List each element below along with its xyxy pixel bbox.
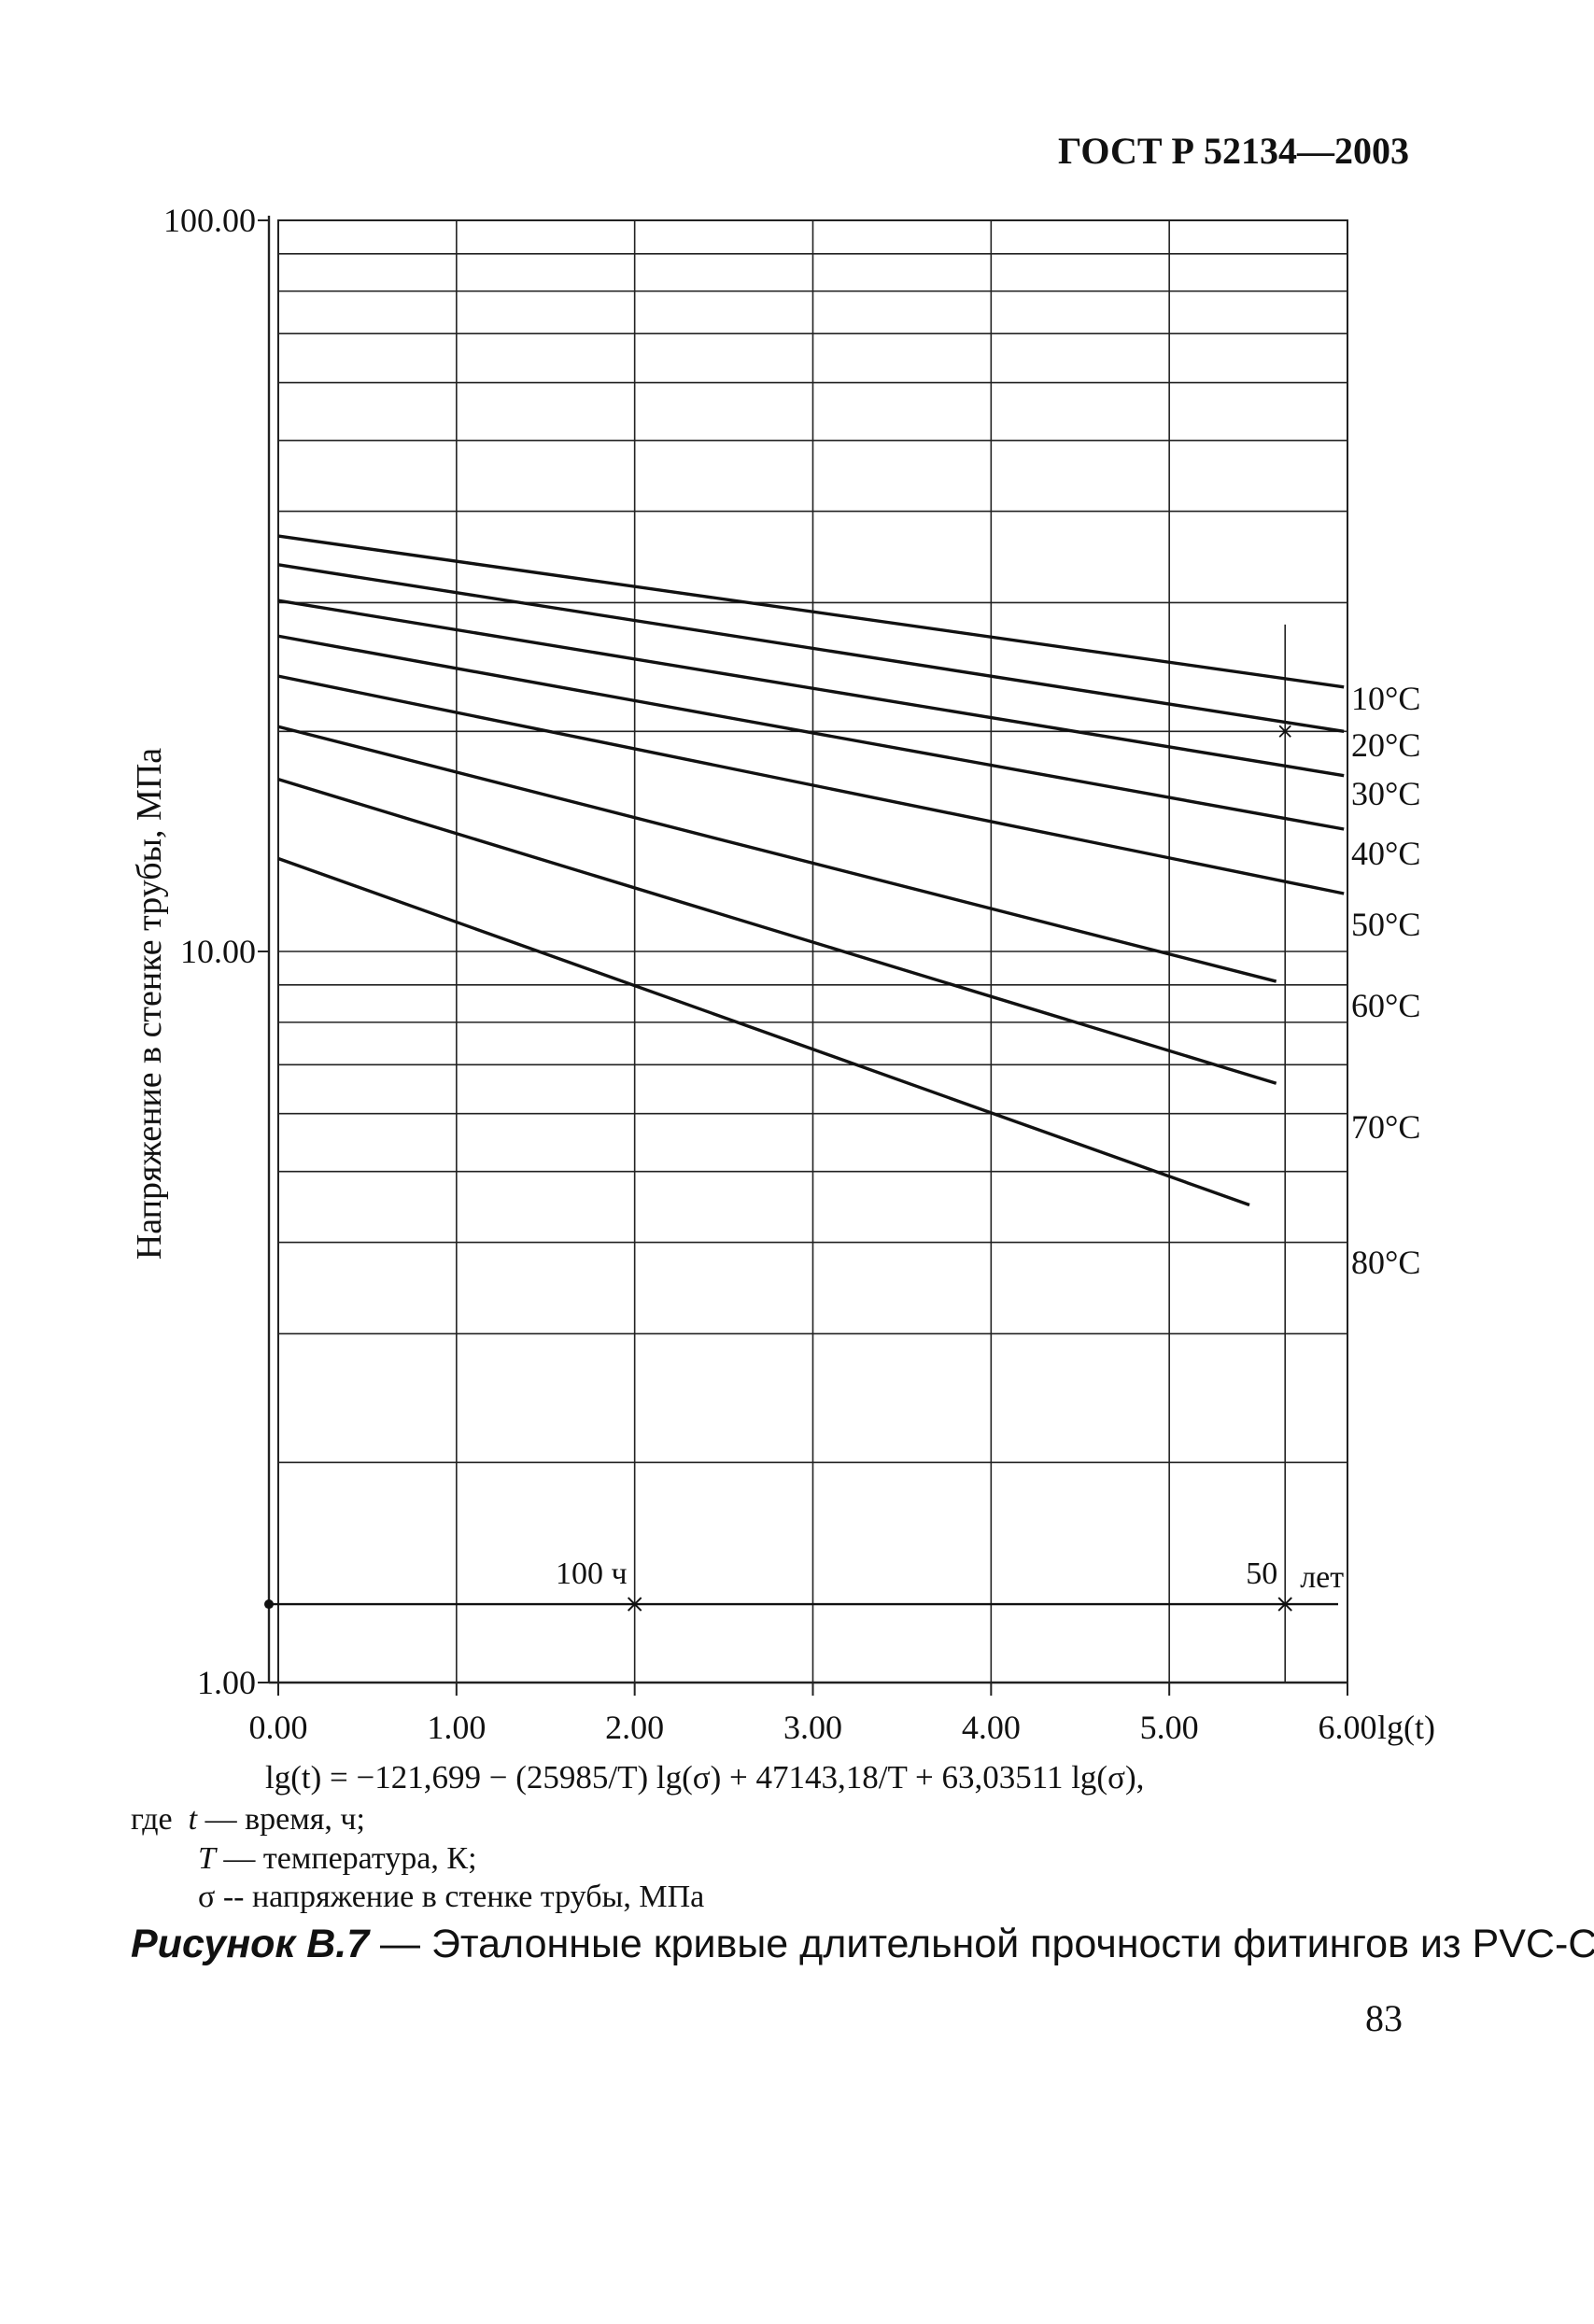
series-line xyxy=(277,534,1345,689)
where-symbol: t xyxy=(188,1802,198,1837)
series-line xyxy=(277,856,1250,1207)
series-label: 70°C xyxy=(1351,1108,1420,1146)
x-tick-label: 5.00 xyxy=(1140,1709,1199,1746)
y-tick-label: 100.00 xyxy=(163,202,256,239)
annotation-100h: 100 ч xyxy=(556,1556,628,1591)
cross-marker xyxy=(1277,1597,1292,1612)
caption-text: — Эталонные кривые длительной прочности … xyxy=(369,1922,1594,1966)
series-label: 50°C xyxy=(1351,906,1420,943)
cross-marker xyxy=(627,1597,642,1612)
annotation-50: 50 xyxy=(1246,1556,1277,1591)
y-axis-label: Напряжение в стенке трубы, МПа xyxy=(130,748,169,1260)
series-line xyxy=(277,599,1345,778)
x-tick-label: 4.00 xyxy=(962,1709,1021,1746)
where-line-t: где t — время, ч; xyxy=(131,1802,365,1838)
where-text: — температура, К; xyxy=(223,1841,477,1876)
series-label: 80°C xyxy=(1351,1244,1420,1281)
where-text: -- напряжение в стенке трубы, МПа xyxy=(222,1880,705,1914)
where-text: — время, ч; xyxy=(205,1802,365,1837)
x-tick-label: 1.00 xyxy=(427,1709,486,1746)
where-line-temp: T — температура, К; xyxy=(198,1841,477,1877)
x-tick-label: 0.00 xyxy=(249,1709,308,1746)
series-line xyxy=(277,563,1345,733)
series-label: 10°C xyxy=(1351,680,1420,717)
caption-lead: Рисунок B.7 xyxy=(131,1922,370,1966)
series-label: 20°C xyxy=(1351,726,1420,764)
page-number: 83 xyxy=(1365,1997,1403,2039)
series-label: 30°C xyxy=(1351,775,1420,812)
where-symbol: σ xyxy=(198,1880,216,1914)
series-label: 60°C xyxy=(1351,987,1420,1024)
formula: lg(t) = −121,699 − (25985/T) lg(σ) + 471… xyxy=(265,1759,1145,1796)
series-line xyxy=(277,777,1277,1085)
time-marker-start xyxy=(264,1599,274,1610)
cross-marker xyxy=(1278,725,1291,738)
x-tick-label: 2.00 xyxy=(605,1709,664,1746)
series-line xyxy=(277,674,1345,895)
x-tick-label: 6.00 xyxy=(1319,1709,1377,1746)
series-line xyxy=(277,634,1345,831)
where-symbol: T xyxy=(198,1841,216,1876)
x-axis-label: lg(t) xyxy=(1377,1709,1435,1746)
figure-caption: Рисунок B.7 — Эталонные кривые длительно… xyxy=(131,1922,1594,1967)
y-tick-label: 1.00 xyxy=(197,1664,256,1701)
y-tick-label: 10.00 xyxy=(180,933,256,970)
stress-rupture-chart: 0.00 1.00 2.00 3.00 4.00 5.00 6.00 lg(t) 1.00 10.… xyxy=(130,202,1435,1746)
series-line xyxy=(277,725,1277,983)
annotation-years: лет xyxy=(1300,1560,1344,1595)
where-line-sigma: σ -- напряжение в стенке трубы, МПа xyxy=(198,1880,704,1915)
document-header: ГОСТ Р 52134—2003 xyxy=(1057,130,1409,172)
x-tick-label: 3.00 xyxy=(783,1709,842,1746)
series-label: 40°C xyxy=(1351,835,1420,872)
where-lead: где xyxy=(131,1802,173,1837)
